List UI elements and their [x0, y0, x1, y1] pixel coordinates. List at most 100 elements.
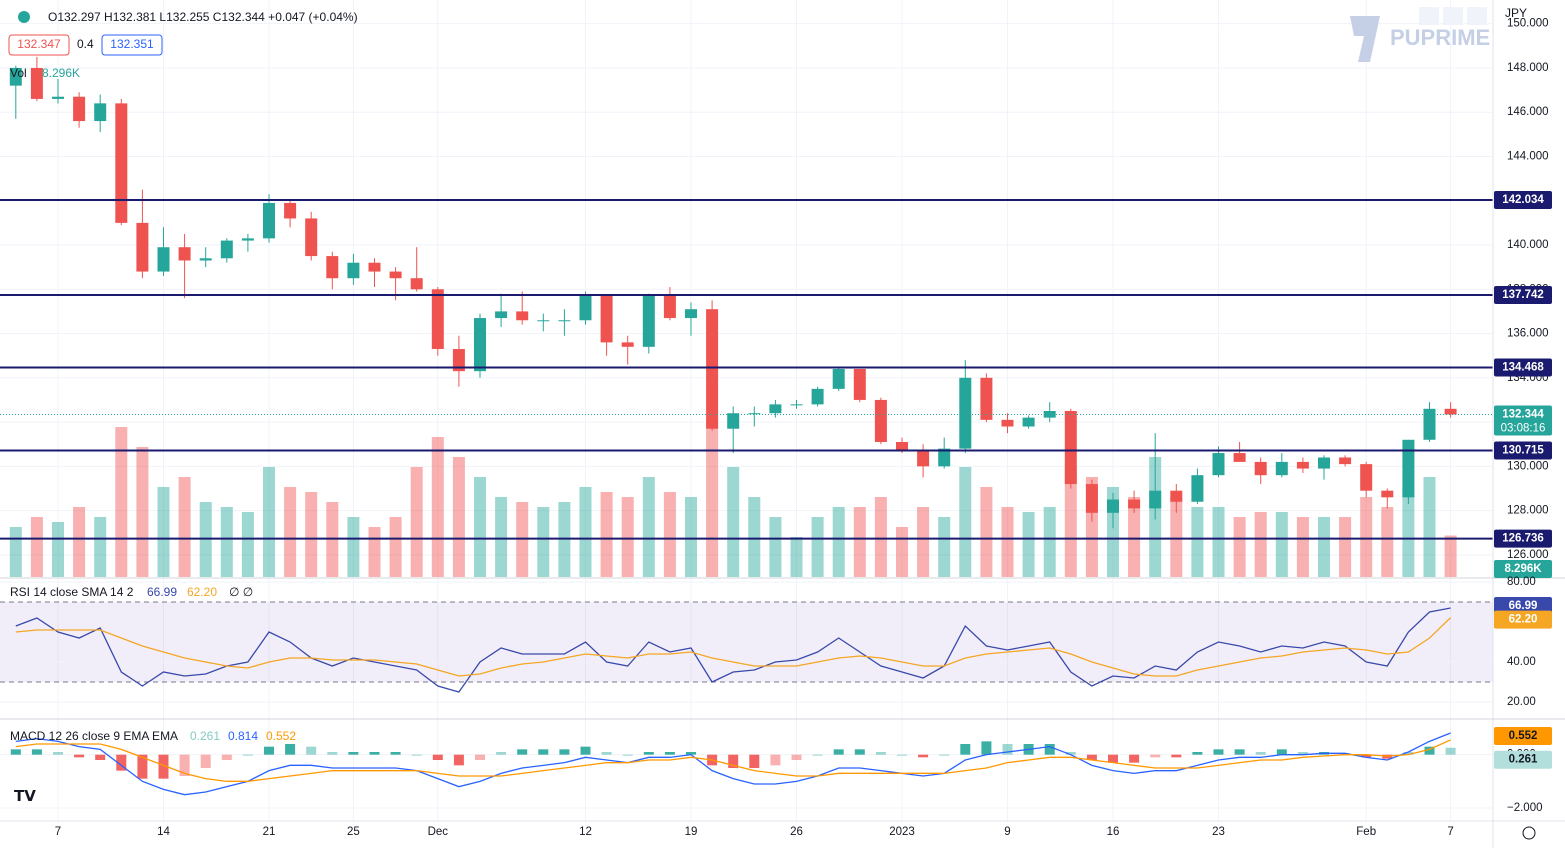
y-tick-label: 150.000	[1507, 18, 1549, 30]
volume-bar	[347, 517, 360, 577]
macd-histogram-bar	[1361, 754, 1372, 758]
volume-bar	[1128, 497, 1141, 577]
candle-body	[474, 318, 486, 372]
last-price: 132.344	[1502, 408, 1544, 420]
macd-histogram-bar	[137, 754, 148, 779]
y-tick-label: 146.000	[1507, 106, 1549, 118]
candle-body	[558, 320, 571, 322]
volume-bar	[938, 517, 951, 577]
macd-line	[15, 739, 1451, 782]
y-tick-label: 130.000	[1507, 460, 1549, 472]
volume-bar	[832, 507, 845, 577]
candle-body	[600, 295, 613, 343]
macd-histogram-bar	[369, 752, 380, 755]
candle-body	[9, 67, 22, 86]
volume-bar	[1339, 517, 1352, 577]
candle-body	[1381, 490, 1394, 498]
level-label: 142.034	[1502, 194, 1544, 206]
y-tick-label: 136.000	[1507, 328, 1549, 340]
currency[interactable]: JPY	[1505, 6, 1527, 20]
button[interactable]	[1467, 7, 1487, 25]
rsi-band	[0, 602, 1493, 682]
candle-body	[347, 262, 360, 279]
volume-bar	[579, 487, 592, 577]
legend-value: 0.814	[228, 729, 258, 743]
macd-histogram-bar	[1255, 752, 1266, 755]
candle-body	[516, 311, 529, 321]
button[interactable]	[1443, 7, 1463, 25]
rsi-axis-label-box	[1494, 597, 1552, 616]
macd-histogram-bar	[179, 754, 190, 776]
macd-histogram-bar	[1445, 747, 1456, 755]
candle-body	[1170, 490, 1183, 502]
macd-histogram-bar	[812, 754, 823, 756]
macd-histogram-bar	[53, 752, 63, 755]
y-tick-label: 140.000	[1507, 239, 1549, 251]
overlay: O132.297 H132.381 L132.255 C132.344 +0.0…	[8, 6, 1552, 840]
ask: 132.351	[110, 37, 154, 51]
y-tick-label: 144.000	[1507, 151, 1549, 163]
macd-title: MACD 12 26 close 9 EMA EMA	[10, 729, 178, 743]
y-tick-label: 128.000	[1507, 505, 1549, 517]
macd-histogram-bar	[1403, 752, 1414, 755]
last-price-box	[1494, 405, 1552, 436]
macd-histogram-bar	[200, 754, 211, 768]
macd-histogram-bar	[875, 752, 886, 755]
volume-bar	[241, 512, 254, 577]
macd-histogram-bar	[74, 754, 85, 758]
candle-body	[1022, 417, 1035, 427]
candle-body	[241, 238, 254, 241]
volume-bar	[1022, 512, 1035, 577]
macd-histogram-bar	[327, 752, 338, 755]
macd-histogram-bar	[960, 744, 971, 755]
grid	[0, 0, 1493, 821]
candle-body	[326, 256, 339, 279]
candle-body	[769, 404, 782, 414]
macd-histogram-bar	[939, 754, 950, 756]
macd-axis-label: 0.261	[1509, 754, 1538, 766]
macd-histogram-bar	[728, 754, 739, 768]
rsi-title: RSI 14 close SMA 14 2	[10, 585, 134, 599]
macd-histogram-bar	[643, 752, 654, 755]
candle-body	[980, 377, 993, 420]
volume-bar	[157, 487, 170, 577]
candle-body	[1149, 490, 1162, 509]
volume-bar	[853, 507, 866, 577]
volume-bar	[474, 477, 486, 577]
candle-body	[959, 377, 972, 449]
level-label-box	[1494, 285, 1552, 304]
volume-bar	[1318, 517, 1330, 577]
macd-histogram-bar	[1171, 754, 1182, 758]
candle-body	[431, 289, 444, 350]
bid-box[interactable]	[8, 34, 70, 56]
volume-name: Vol	[10, 66, 27, 80]
spread: 0.4	[77, 37, 94, 51]
volume-bar	[1170, 497, 1183, 577]
volume-bar	[52, 522, 64, 577]
level-label-box	[1494, 529, 1552, 548]
macd-histogram-bar	[1002, 744, 1013, 755]
macd-axis-label: 0.552	[1509, 730, 1538, 742]
candle-body	[305, 218, 318, 257]
x-tick-label: 14	[157, 826, 170, 838]
volume-bar	[811, 517, 824, 577]
ask-box[interactable]	[101, 34, 163, 56]
volume-bar	[874, 497, 887, 577]
macd-histogram-bar	[158, 754, 169, 779]
macd-histogram-bar	[1382, 754, 1393, 759]
volume-bar	[220, 507, 233, 577]
macd-histogram-bar	[475, 754, 485, 760]
candle-body	[115, 103, 128, 223]
x-tick-label: 12	[579, 826, 592, 838]
macd-histogram-bar	[1065, 752, 1076, 755]
settings-icon[interactable]	[1522, 826, 1536, 840]
volume-axis-label: 8.296K	[1504, 563, 1542, 575]
macd-histogram-bar	[31, 749, 42, 755]
button[interactable]	[1419, 7, 1439, 25]
level-label: 137.742	[1502, 289, 1544, 301]
rsi-axis-label-box	[1494, 610, 1552, 629]
candle-body	[1444, 408, 1457, 415]
volume-bar	[94, 517, 107, 577]
y-tick-label: 80.00	[1507, 576, 1536, 588]
